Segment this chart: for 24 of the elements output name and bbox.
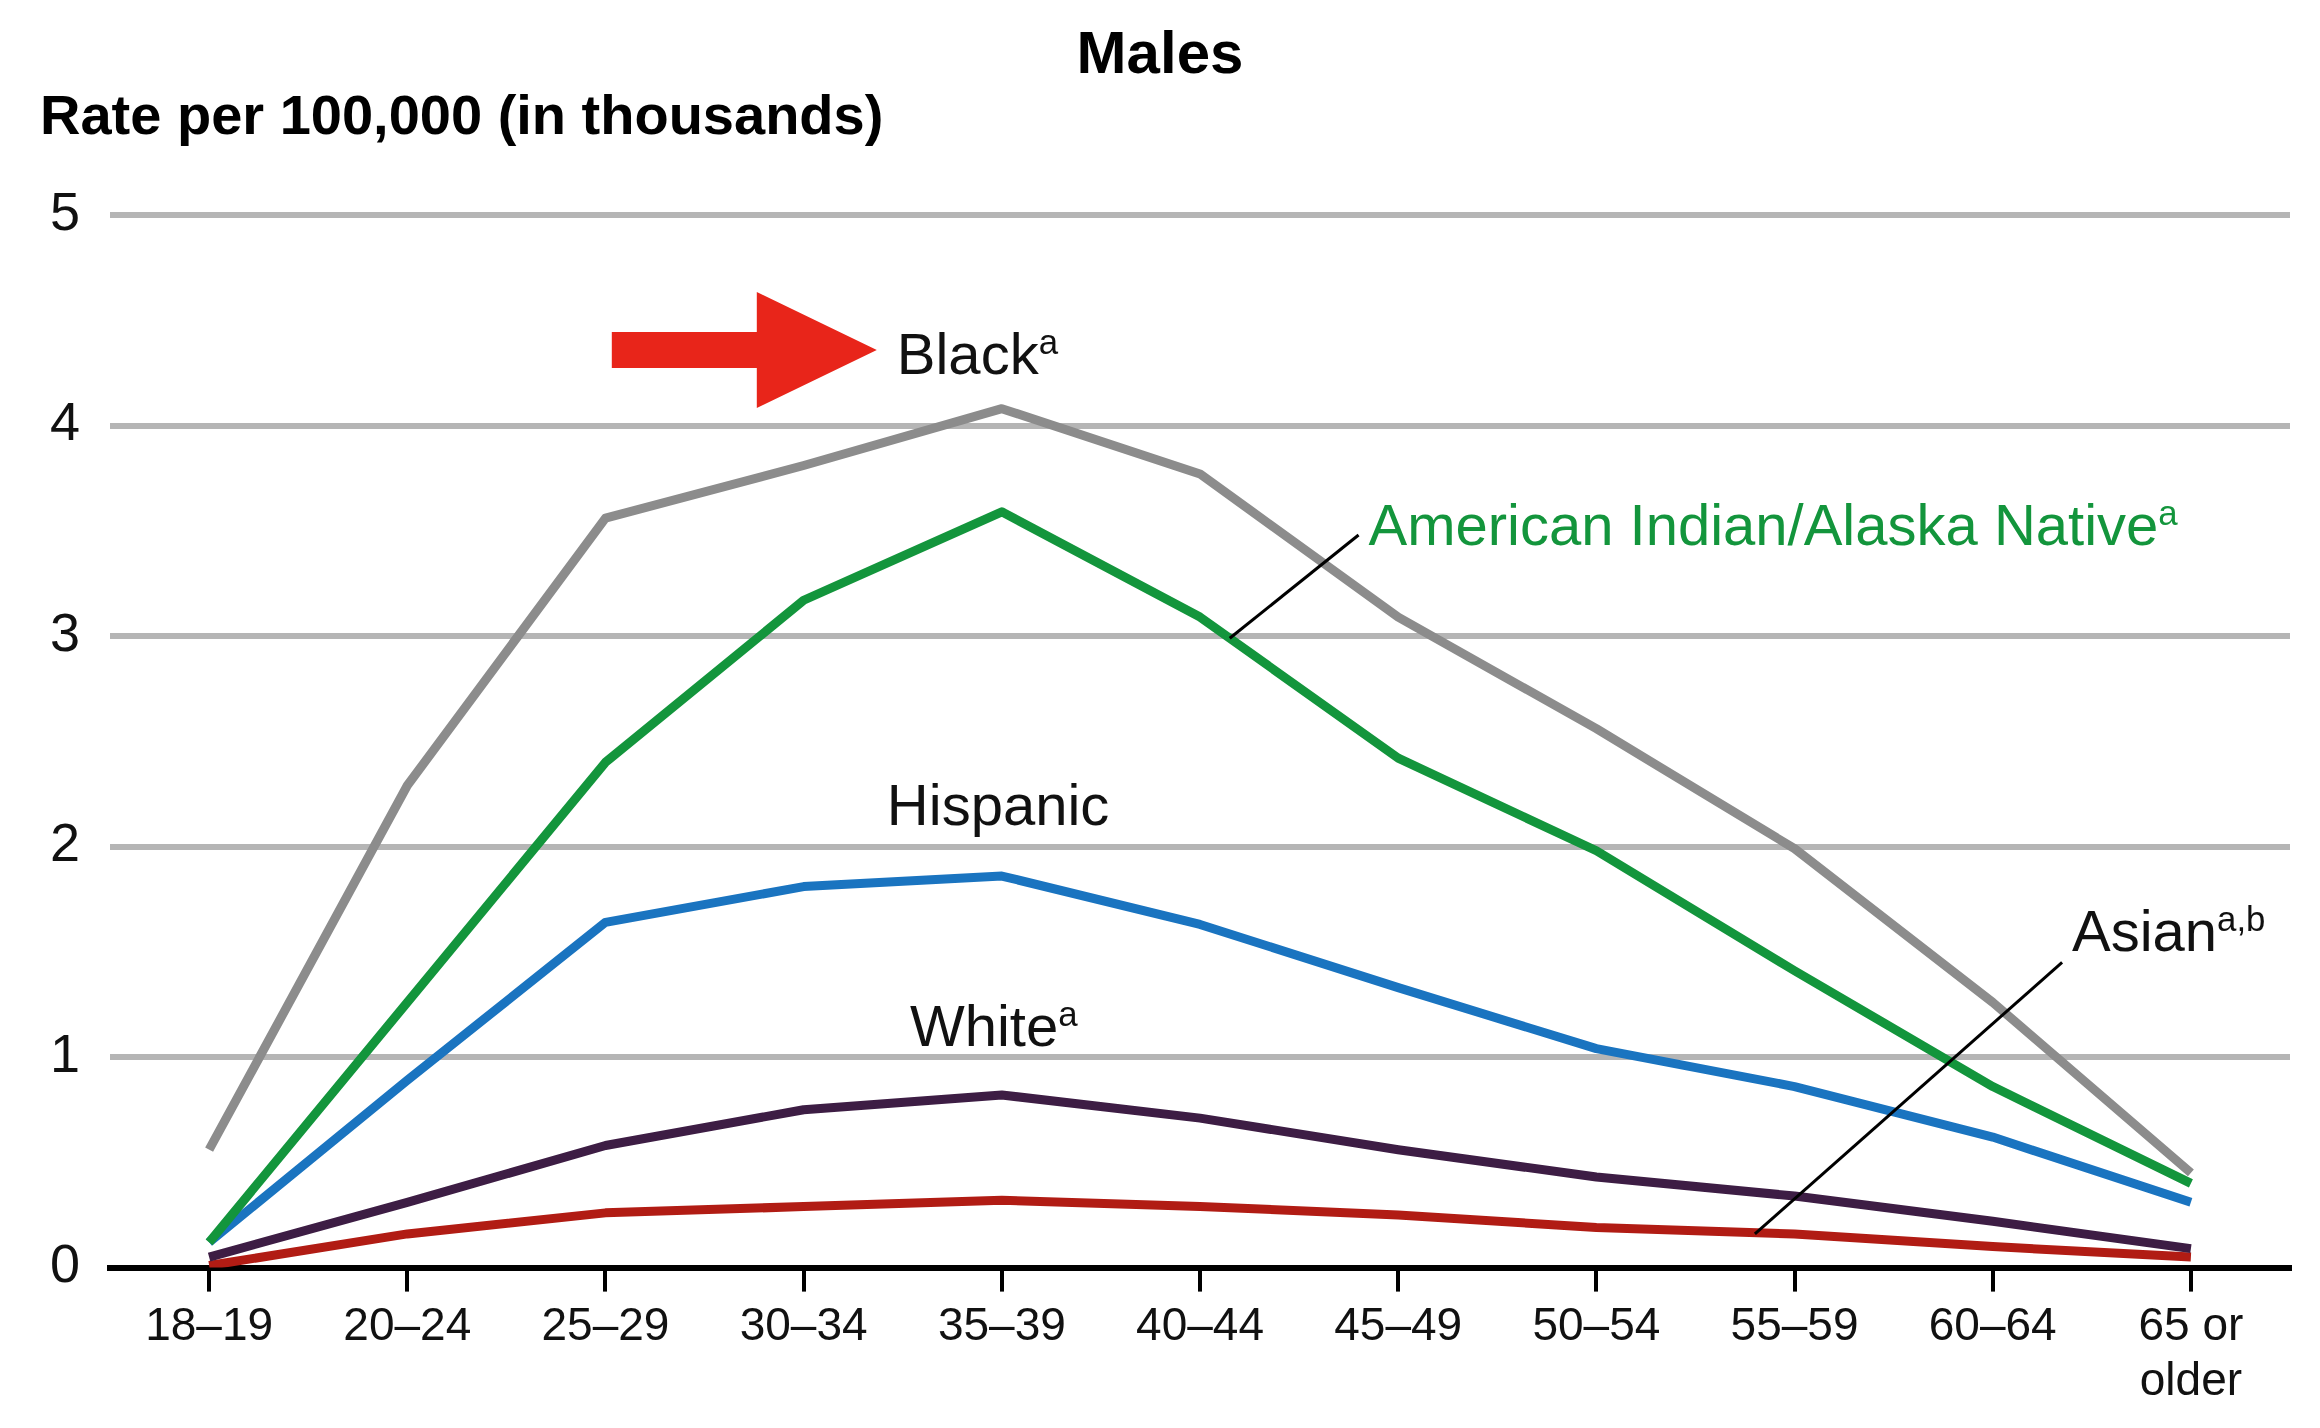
y-tick-label: 1 (49, 1022, 81, 1083)
x-tick-label: 30–34 (739, 1297, 868, 1350)
text: Asian$^{a,b}$ (2072, 897, 2266, 965)
y-tick-label: 0 (49, 1233, 81, 1294)
x-tick-label: 25–29 (541, 1297, 670, 1350)
x-tick-label: 40–44 (1136, 1297, 1264, 1350)
x-tick-label: 60–64 (1928, 1297, 2057, 1350)
series-label: Black$^{a}$ (896, 320, 1058, 388)
series-label: Hispanic (886, 770, 1110, 838)
y-tick-label: 4 (49, 391, 81, 452)
x-tick-label: 65 or older (2138, 1297, 2244, 1406)
series-label: White$^{a}$ (909, 992, 1078, 1059)
x-tick-label: 55–59 (1730, 1297, 1859, 1350)
text: American Indian/Alaska Native$^{a}$ (1368, 490, 2178, 558)
x-tick-label: 50–54 (1532, 1297, 1661, 1350)
y-axis-title: Rate per 100,000 (in thousands) (40, 82, 884, 147)
y-tick-label: 3 (49, 601, 81, 662)
chart-title: Males (1076, 19, 1244, 86)
y-tick-label: 2 (49, 812, 81, 873)
x-tick-label: 45–49 (1334, 1297, 1463, 1350)
x-tick-label: 18–19 (145, 1297, 274, 1350)
x-tick-label: 35–39 (937, 1297, 1066, 1350)
x-tick-label: 20–24 (343, 1297, 472, 1350)
y-tick-label: 5 (49, 180, 81, 241)
